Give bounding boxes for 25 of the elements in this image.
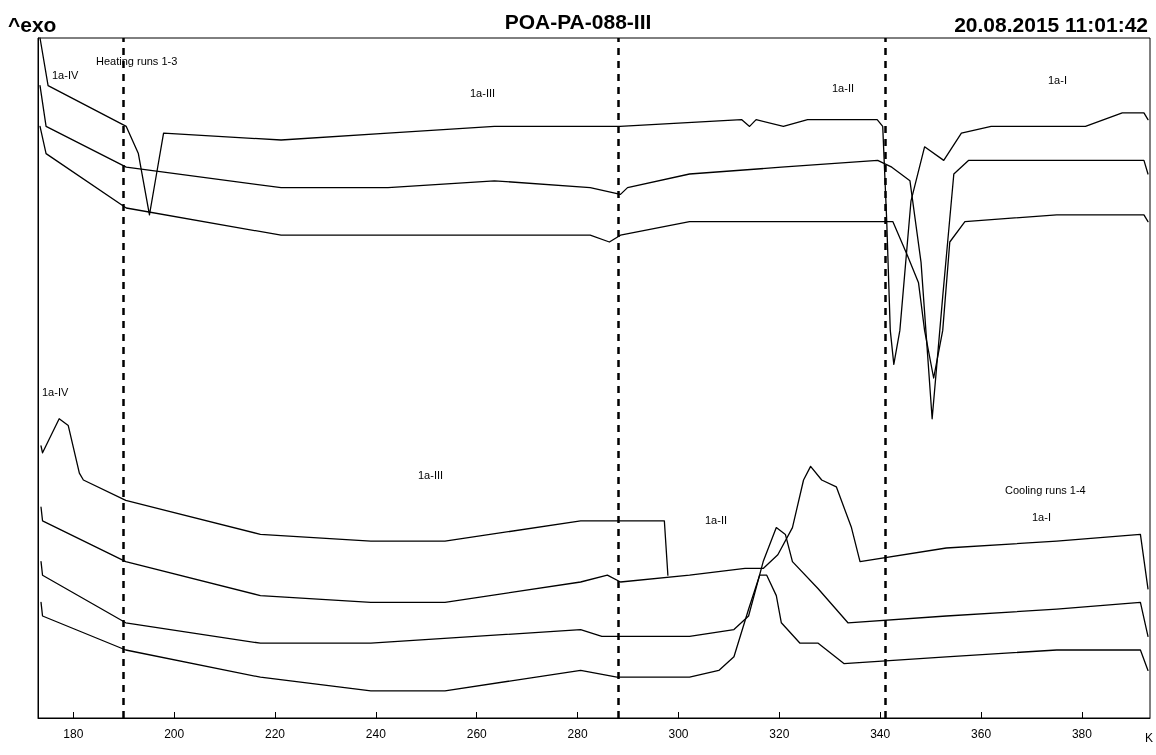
x-tick-label: 300: [668, 727, 689, 741]
x-tick-label: 260: [466, 727, 488, 741]
x-axis-title: K: [1145, 731, 1154, 745]
x-tick-label: 360: [971, 727, 992, 741]
chart-subtitle: 20.08.2015 11:01:42: [954, 13, 1148, 36]
x-tick-label: 200: [164, 727, 185, 741]
annotation: 1a-II: [832, 82, 855, 94]
y-axis-title: ^exo: [8, 13, 57, 36]
annotation: Cooling runs 1-4: [1005, 484, 1086, 496]
chart-title: POA-PA-088-III: [504, 10, 652, 33]
x-tick-label: 320: [769, 727, 790, 741]
x-tick-label: 240: [365, 727, 387, 741]
annotation: 1a-IV: [52, 69, 79, 81]
annotation: 1a-III: [418, 469, 444, 481]
x-tick-label: 180: [63, 727, 84, 741]
x-tick-label: 220: [265, 727, 286, 741]
x-tick-label: 340: [870, 727, 891, 741]
annotation: 1a-II: [705, 514, 728, 526]
annotation: Heating runs 1-3: [96, 55, 178, 67]
x-tick-label: 380: [1071, 727, 1093, 741]
annotation: 1a-IV: [42, 386, 69, 398]
x-tick-label: 280: [567, 727, 588, 741]
annotation: 1a-III: [470, 87, 496, 99]
annotation: 1a-I: [1048, 74, 1067, 86]
annotation: 1a-I: [1032, 511, 1051, 523]
